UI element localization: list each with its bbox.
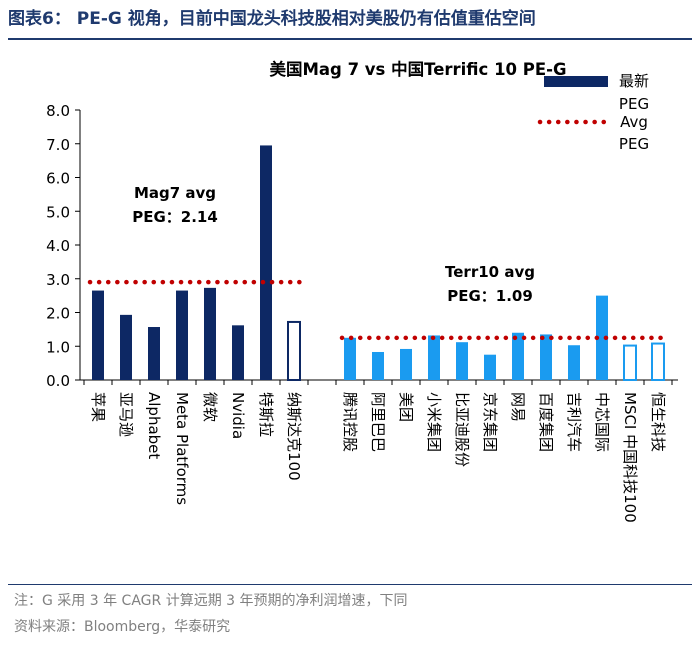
bar-Nvidia [232,325,244,380]
y-tick-label: 3.0 [46,271,70,289]
x-label: 腾讯控股 [341,392,359,452]
bar-特斯拉 [260,145,272,380]
y-tick-label: 5.0 [46,203,70,221]
bar-恒生科技 [651,342,665,381]
y-tick-label: 6.0 [46,170,70,188]
footer-divider [8,584,692,585]
bar-网易 [512,332,524,380]
annotations: Mag7 avg PEG：2.14 Terr10 avg PEG：1.09 [132,184,535,305]
y-tick-label: 1.0 [46,338,70,356]
legend-avg-label-2: PEG [619,135,649,153]
x-label: 京东集团 [481,392,499,452]
x-label: 吉利汽车 [565,392,583,452]
x-label: Alphabet [145,392,163,459]
y-axis: 0.0 1.0 2.0 3.0 4.0 5.0 6.0 7.0 8.0 [46,102,678,390]
x-label: 亚马逊 [117,392,135,437]
x-label: 微软 [201,392,219,422]
x-label: Meta Platforms [173,392,191,505]
bar-中芯国际 [596,295,608,380]
legend: 最新 PEG Avg PEG [537,72,649,153]
mag7-avg-value: PEG：2.14 [132,208,218,226]
bar-京东集团 [484,354,496,380]
x-label: 特斯拉 [257,392,275,437]
x-label: Nvidia [229,392,247,439]
legend-avg-label-1: Avg [620,113,648,131]
footnote: 注：G 采用 3 年 CAGR 计算远期 3 年预期的净利润增速，下同 [14,593,408,609]
bar-Alphabet [148,327,160,380]
y-tick-label: 7.0 [46,136,70,154]
legend-bar-label-1: 最新 [619,72,649,90]
legend-bar-label-2: PEG [619,95,649,113]
x-label: 恒生科技 [649,392,667,452]
x-label: 中芯国际 [593,392,611,452]
x-label: MSCI 中国科技100 [621,392,639,523]
y-tick-label: 4.0 [46,237,70,255]
bar-腾讯控股 [344,337,356,380]
terr10-avg-label: Terr10 avg [445,263,535,281]
bar-微软 [204,287,216,380]
bar-比亚迪股份 [456,342,468,380]
y-tick-label: 0.0 [46,372,70,390]
x-label: 百度集团 [537,392,555,452]
bar-吉利汽车 [568,345,580,380]
x-label: 网易 [509,392,527,422]
bar-series [92,145,665,382]
legend-bar-swatch [544,76,608,87]
bar-美团 [400,348,412,380]
bar-纳斯达克100 [287,320,301,382]
x-label: 苹果 [89,392,107,422]
figure-title: 图表6： PE-G 视角，目前中国龙头科技股相对美股仍有估值重估空间 [8,9,536,29]
title-divider [8,38,692,40]
bar-苹果 [92,290,104,380]
mag7-avg-label: Mag7 avg [134,184,216,202]
bar-小米集团 [428,335,440,380]
chart-title: 美国Mag 7 vs 中国Terrific 10 PE-G [269,59,566,79]
bar-亚马逊 [120,314,132,380]
x-label: 美团 [397,392,415,422]
x-label: 比亚迪股份 [453,392,471,467]
x-label: 纳斯达克100 [285,392,303,481]
bar-百度集团 [540,334,552,380]
bar-MSCI 中国科技100 [623,344,637,382]
avg-lines [87,279,669,341]
x-label: 阿里巴巴 [369,392,387,452]
y-tick-label: 2.0 [46,305,70,323]
source-note: 资料来源：Bloomberg，华泰研究 [14,619,231,635]
x-label: 小米集团 [425,392,443,452]
peg-bar-chart: 美国Mag 7 vs 中国Terrific 10 PE-G 0.0 1.0 2.0 3… [46,59,678,523]
x-axis-labels: 苹果 亚马逊 Alphabet Meta Platforms 微软 Nvidia 特斯拉 纳斯… [83,380,673,523]
y-tick-label: 8.0 [46,102,70,120]
bar-Meta Platforms [176,290,188,380]
bar-阿里巴巴 [372,351,384,380]
terr10-avg-value: PEG：1.09 [447,287,533,305]
